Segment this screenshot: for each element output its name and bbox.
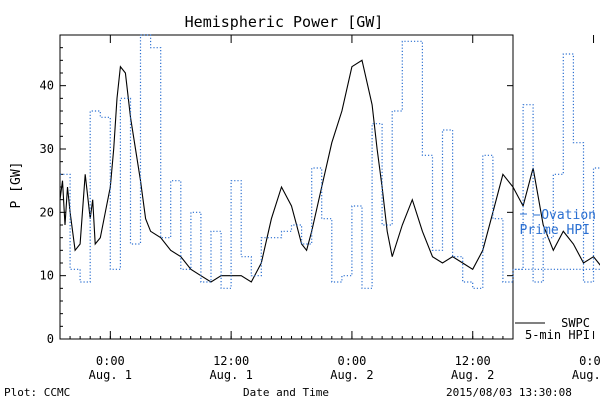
x-tick-label-time: 0:00 bbox=[96, 354, 125, 368]
series-swpc bbox=[59, 59, 600, 283]
series-layer bbox=[59, 34, 600, 289]
footer-credit: Plot: CCMC bbox=[4, 386, 70, 399]
x-tick-label-date: Aug. 2 bbox=[451, 368, 494, 382]
x-tick-label-date: Aug. 2 bbox=[330, 368, 373, 382]
series-ovation-prime bbox=[60, 34, 600, 289]
y-tick-label: 10 bbox=[40, 269, 54, 283]
y-axis-label: P [GW] bbox=[9, 162, 24, 209]
y-tick-label: 20 bbox=[40, 205, 54, 219]
footer-timestamp: 2015/08/03 13:30:08 bbox=[446, 386, 572, 399]
x-tick-label-time: 12:00 bbox=[213, 354, 249, 368]
x-tick-label-date: Aug. 1 bbox=[209, 368, 252, 382]
plot-frame bbox=[59, 34, 514, 340]
y-tick-label: 0 bbox=[47, 332, 54, 346]
legend-swpc-label-2: 5-min HPI bbox=[525, 328, 590, 342]
y-tick-label: 40 bbox=[40, 79, 54, 93]
legend-ovation: Ovation Prime HPI bbox=[520, 208, 596, 238]
legend-swpc-label: SWPC bbox=[561, 316, 590, 330]
x-tick-label-time: 12:00 bbox=[455, 354, 491, 368]
legend-swpc: SWPC 5-min HPI bbox=[515, 316, 590, 342]
y-tick-label: 30 bbox=[40, 142, 54, 156]
chart-title: Hemispheric Power [GW] bbox=[185, 13, 384, 31]
x-tick-label-date: Aug. 1 bbox=[89, 368, 132, 382]
x-tick-label-date: Aug. 3 bbox=[572, 368, 600, 382]
x-axis-label: Date and Time bbox=[243, 386, 329, 399]
x-tick-label-time: 0:00 bbox=[579, 354, 600, 368]
x-tick-label-time: 0:00 bbox=[337, 354, 366, 368]
legend-ovation-label: Ovation bbox=[541, 208, 596, 223]
y-axis: 0 10 20 30 40 bbox=[40, 34, 513, 346]
legend-ovation-label-2: Prime HPI bbox=[520, 223, 590, 238]
